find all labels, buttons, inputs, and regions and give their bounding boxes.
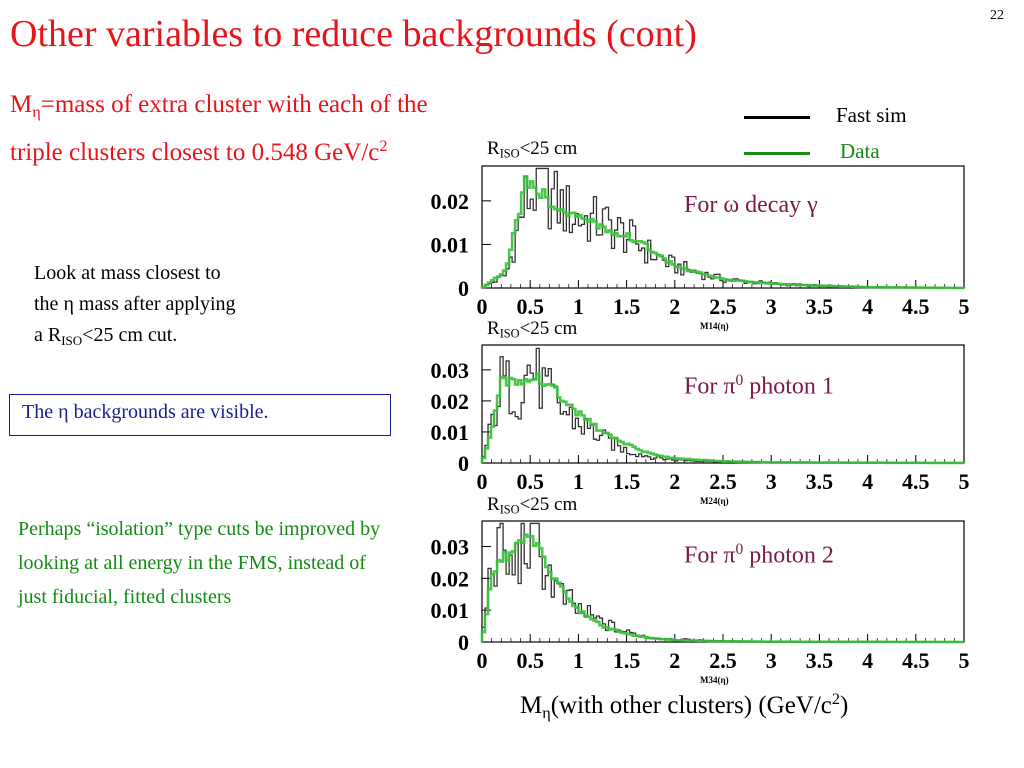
m-eta-definition: Mη=mass of extra cluster with each of th…: [10, 88, 480, 170]
note-text: <25 cm cut.: [82, 324, 178, 346]
isolation-suggestion: Perhaps “isolation” type cuts be improve…: [18, 518, 381, 608]
y-tick-label: 0.02: [431, 566, 470, 591]
y-tick-label: 0: [458, 451, 469, 476]
eta-subscript: η: [32, 102, 41, 121]
x-tick-label: 3.5: [806, 294, 834, 319]
eta-symbol: η: [58, 401, 69, 423]
x-tick-label: 5: [959, 648, 970, 673]
x-tick-label: 0: [477, 294, 488, 319]
x-tick-label: 2.5: [709, 469, 737, 494]
x-tick-label: 1.5: [613, 469, 641, 494]
m-symbol: M: [10, 91, 33, 118]
x-tick-label: 0.5: [516, 648, 544, 673]
x-tick-label: 2: [669, 469, 680, 494]
panel-label-pi0-photon1: For π0 photon 1: [684, 372, 834, 400]
x-tick-label: 3: [766, 469, 777, 494]
x-tick-label: 4.5: [902, 469, 930, 494]
note-line-3: a RISO<25 cm cut.: [34, 320, 334, 356]
panel-label-omega: For ω decay γ: [684, 192, 818, 218]
eta-backgrounds-box: The η backgrounds are visible.: [9, 394, 391, 436]
x-tick-label: 4.5: [902, 294, 930, 319]
y-tick-label: 0.02: [431, 189, 470, 214]
y-tick-label: 0.03: [431, 358, 470, 383]
x-tick-label: 1.5: [613, 648, 641, 673]
y-tick-label: 0.01: [431, 232, 470, 257]
x-tick-label: 2.5: [709, 648, 737, 673]
series-data: [480, 533, 966, 644]
series-fast-sim: [481, 167, 965, 289]
histogram-name: M14(η): [700, 321, 729, 331]
x-tick-label: 2.5: [709, 294, 737, 319]
x-axis-title: Mη(with other clusters) (GeV/c2): [520, 690, 849, 722]
x-tick-label: 5: [959, 294, 970, 319]
riso-cut-label-3: RISO<25 cm: [487, 494, 578, 517]
x-tick-label: 1: [573, 648, 584, 673]
x-tick-label: 3: [766, 648, 777, 673]
legend-line-data: [744, 152, 810, 155]
series-fast-sim: [481, 347, 965, 464]
y-tick-label: 0.03: [431, 534, 470, 559]
legend-label-data: Data: [840, 139, 880, 163]
y-tick-label: 0: [458, 276, 469, 301]
x-tick-label: 0.5: [516, 294, 544, 319]
x-tick-label: 4.5: [902, 648, 930, 673]
x-tick-label: 0: [477, 469, 488, 494]
box-text: The: [22, 401, 59, 423]
riso-cut-label-2: RISO<25 cm: [487, 318, 578, 341]
iso-subscript: ISO: [61, 332, 83, 348]
legend-label-fastsim: Fast sim: [836, 103, 907, 127]
note-text: mass after applying: [73, 293, 236, 315]
definition-text: =mass of extra cluster with each of the …: [10, 91, 428, 166]
x-tick-label: 2: [669, 294, 680, 319]
x-tick-label: 1: [573, 294, 584, 319]
histogram-name: M34(η): [700, 675, 729, 685]
x-tick-label: 0.5: [516, 469, 544, 494]
y-tick-label: 0.02: [431, 389, 470, 414]
x-tick-label: 4: [862, 294, 873, 319]
plot-frame-2: [481, 344, 965, 464]
y-tick-label: 0: [458, 630, 469, 655]
x-tick-label: 3.5: [806, 648, 834, 673]
x-tick-label: 3.5: [806, 469, 834, 494]
page-number: 22: [990, 8, 1004, 23]
note-line-2: the η mass after applying: [34, 289, 334, 320]
panel-label-pi0-photon2: For π0 photon 2: [684, 541, 834, 569]
legend-line-fastsim: [744, 116, 810, 119]
x-tick-label: 1.5: [613, 294, 641, 319]
note-text: a R: [34, 324, 62, 346]
x-tick-label: 3: [766, 294, 777, 319]
x-tick-label: 4: [862, 648, 873, 673]
slide-title: Other variables to reduce backgrounds (c…: [10, 13, 697, 55]
series-data: [480, 372, 966, 465]
histogram-name: M24(η): [700, 496, 729, 506]
box-text: backgrounds are visible.: [68, 401, 269, 423]
x-tick-label: 5: [959, 469, 970, 494]
series-fast-sim: [481, 522, 965, 643]
method-note: Look at mass closest to the η mass after…: [34, 258, 334, 356]
definition-exponent: 2: [379, 136, 388, 155]
x-tick-label: 0: [477, 648, 488, 673]
x-tick-label: 4: [862, 469, 873, 494]
series-data: [480, 175, 966, 290]
eta-symbol: η: [63, 293, 74, 315]
note-text: the: [34, 293, 64, 315]
x-tick-label: 2: [669, 648, 680, 673]
y-tick-label: 0.01: [431, 420, 470, 445]
y-tick-label: 0.01: [431, 598, 470, 623]
note-line-1: Look at mass closest to: [34, 262, 221, 284]
riso-cut-label-1: RISO<25 cm: [487, 138, 578, 161]
x-tick-label: 1: [573, 469, 584, 494]
